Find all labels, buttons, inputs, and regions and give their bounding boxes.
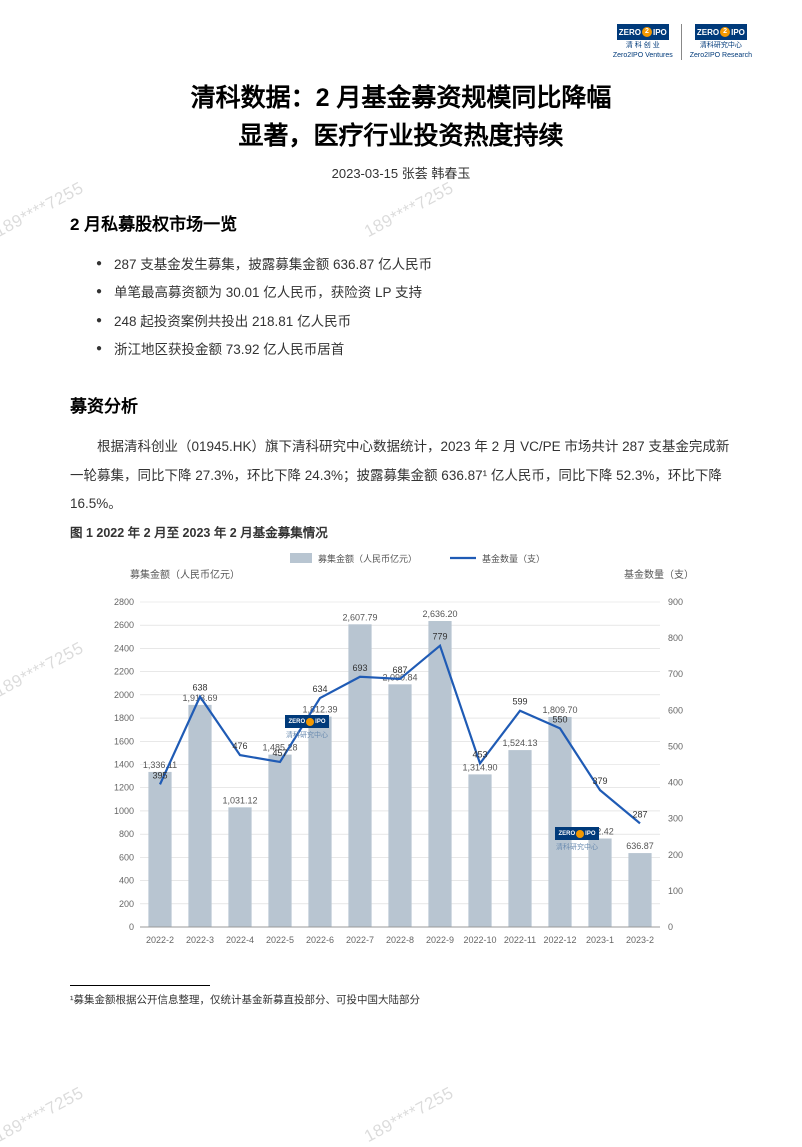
svg-text:693: 693 bbox=[352, 663, 367, 673]
logo-badge: ZERO 2 IPO bbox=[695, 24, 747, 40]
logo-circle-icon: 2 bbox=[720, 27, 730, 37]
logo-text2: IPO bbox=[653, 28, 667, 37]
logo-sub-en: Zero2IPO Ventures bbox=[613, 52, 673, 60]
svg-text:2200: 2200 bbox=[114, 667, 134, 677]
bullet-list: 287 支基金发生募集，披露募集金额 636.87 亿人民币 单笔最高募资额为 … bbox=[96, 251, 732, 364]
logo-sub-cn: 清科研究中心 bbox=[700, 42, 742, 50]
svg-text:0: 0 bbox=[668, 922, 673, 932]
svg-text:2,636.20: 2,636.20 bbox=[422, 609, 457, 619]
svg-text:476: 476 bbox=[232, 742, 247, 752]
svg-text:453: 453 bbox=[472, 750, 487, 760]
svg-text:638: 638 bbox=[192, 683, 207, 693]
svg-text:募集金额（人民币亿元）: 募集金额（人民币亿元） bbox=[130, 568, 240, 581]
svg-text:400: 400 bbox=[668, 778, 683, 788]
header-logos: ZERO 2 IPO 清 科 创 业 Zero2IPO Ventures ZER… bbox=[613, 24, 752, 60]
svg-text:1400: 1400 bbox=[114, 760, 134, 770]
svg-text:2022-6: 2022-6 bbox=[306, 935, 334, 945]
logo-sub-cn: 清 科 创 业 bbox=[626, 42, 660, 50]
svg-text:287: 287 bbox=[632, 810, 647, 820]
svg-text:599: 599 bbox=[512, 697, 527, 707]
svg-text:2022-7: 2022-7 bbox=[346, 935, 374, 945]
svg-text:400: 400 bbox=[119, 876, 134, 886]
svg-text:687: 687 bbox=[392, 665, 407, 675]
svg-text:2023-2: 2023-2 bbox=[626, 935, 654, 945]
title-line1: 清科数据：2 月基金募资规模同比降幅 bbox=[191, 84, 612, 112]
list-item: 浙江地区获投金额 73.92 亿人民币居首 bbox=[96, 336, 732, 364]
logo-sub-en: Zero2IPO Research bbox=[690, 52, 752, 60]
section-head-fundraising: 募资分析 bbox=[70, 392, 732, 417]
svg-text:1600: 1600 bbox=[114, 737, 134, 747]
svg-text:2022-9: 2022-9 bbox=[426, 935, 454, 945]
list-item: 287 支基金发生募集，披露募集金额 636.87 亿人民币 bbox=[96, 251, 732, 279]
svg-text:200: 200 bbox=[119, 899, 134, 909]
svg-text:634: 634 bbox=[312, 684, 327, 694]
logo-circle-icon: 2 bbox=[642, 27, 652, 37]
svg-text:1,812.39: 1,812.39 bbox=[302, 705, 337, 715]
svg-text:700: 700 bbox=[668, 670, 683, 680]
svg-text:2,607.79: 2,607.79 bbox=[342, 613, 377, 623]
logo-text: ZERO bbox=[619, 28, 641, 37]
byline: 2023-03-15 张荟 韩春玉 bbox=[70, 163, 732, 182]
logo-text: ZERO bbox=[697, 28, 719, 37]
list-item: 248 起投资案例共投出 218.81 亿人民币 bbox=[96, 308, 732, 336]
svg-text:762.42: 762.42 bbox=[586, 827, 614, 837]
svg-text:600: 600 bbox=[668, 706, 683, 716]
svg-text:1200: 1200 bbox=[114, 783, 134, 793]
watermark: 189****7255 bbox=[361, 1083, 457, 1147]
list-item: 单笔最高募资额为 30.01 亿人民币，获险资 LP 支持 bbox=[96, 279, 732, 307]
svg-text:基金数量（支）: 基金数量（支） bbox=[482, 553, 545, 564]
title-line2: 显著，医疗行业投资热度持续 bbox=[238, 122, 563, 150]
svg-text:800: 800 bbox=[668, 634, 683, 644]
svg-text:300: 300 bbox=[668, 814, 683, 824]
watermark: 189****7255 bbox=[0, 1083, 87, 1147]
svg-text:基金数量（支）: 基金数量（支） bbox=[624, 568, 694, 581]
svg-text:2022-4: 2022-4 bbox=[226, 935, 254, 945]
svg-text:395: 395 bbox=[152, 771, 167, 781]
body-paragraph: 根据清科创业（01945.HK）旗下清科研究中心数据统计，2023 年 2 月 … bbox=[70, 433, 732, 518]
fundraising-chart: 0200400600800100012001400160018002000220… bbox=[70, 547, 730, 967]
svg-text:500: 500 bbox=[668, 742, 683, 752]
svg-text:2023-1: 2023-1 bbox=[586, 935, 614, 945]
svg-text:2800: 2800 bbox=[114, 597, 134, 607]
svg-text:2022-5: 2022-5 bbox=[266, 935, 294, 945]
svg-text:2022-3: 2022-3 bbox=[186, 935, 214, 945]
svg-text:2400: 2400 bbox=[114, 644, 134, 654]
logo-divider bbox=[681, 24, 682, 60]
svg-text:0: 0 bbox=[129, 922, 134, 932]
footnote-rule bbox=[70, 985, 210, 986]
svg-text:200: 200 bbox=[668, 850, 683, 860]
logo-text2: IPO bbox=[731, 28, 745, 37]
svg-text:379: 379 bbox=[592, 777, 607, 787]
svg-text:2600: 2600 bbox=[114, 621, 134, 631]
logo-zero2ipo-research: ZERO 2 IPO 清科研究中心 Zero2IPO Research bbox=[690, 24, 752, 60]
svg-text:900: 900 bbox=[668, 597, 683, 607]
svg-text:1,031.12: 1,031.12 bbox=[222, 796, 257, 806]
chart-caption: 图 1 2022 年 2 月至 2023 年 2 月基金募集情况 bbox=[70, 522, 732, 541]
svg-text:1,524.13: 1,524.13 bbox=[502, 738, 537, 748]
svg-text:779: 779 bbox=[432, 632, 447, 642]
svg-text:457: 457 bbox=[272, 748, 287, 758]
svg-text:550: 550 bbox=[552, 715, 567, 725]
logo-zero2ipo-ventures: ZERO 2 IPO 清 科 创 业 Zero2IPO Ventures bbox=[613, 24, 673, 60]
svg-text:2022-12: 2022-12 bbox=[543, 935, 576, 945]
svg-text:募集金额（人民币亿元）: 募集金额（人民币亿元） bbox=[318, 553, 417, 564]
svg-text:636.87: 636.87 bbox=[626, 841, 654, 851]
svg-text:600: 600 bbox=[119, 853, 134, 863]
section-head-market-overview: 2 月私募股权市场一览 bbox=[70, 210, 732, 235]
svg-text:800: 800 bbox=[119, 830, 134, 840]
logo-badge: ZERO 2 IPO bbox=[617, 24, 669, 40]
svg-text:100: 100 bbox=[668, 886, 683, 896]
svg-text:2022-10: 2022-10 bbox=[463, 935, 496, 945]
svg-text:2022-11: 2022-11 bbox=[504, 935, 536, 945]
svg-text:2000: 2000 bbox=[114, 690, 134, 700]
svg-text:2022-8: 2022-8 bbox=[386, 935, 414, 945]
svg-text:2022-2: 2022-2 bbox=[146, 935, 174, 945]
page-title: 清科数据：2 月基金募资规模同比降幅 显著，医疗行业投资热度持续 bbox=[70, 80, 732, 155]
svg-text:1,336.11: 1,336.11 bbox=[143, 760, 177, 770]
svg-text:1000: 1000 bbox=[114, 806, 134, 816]
footnote: ¹募集金额根据公开信息整理，仅统计基金新募直投部分、可投中国大陆部分 bbox=[70, 992, 732, 1007]
svg-text:1800: 1800 bbox=[114, 713, 134, 723]
chart-svg: 0200400600800100012001400160018002000220… bbox=[70, 547, 730, 967]
